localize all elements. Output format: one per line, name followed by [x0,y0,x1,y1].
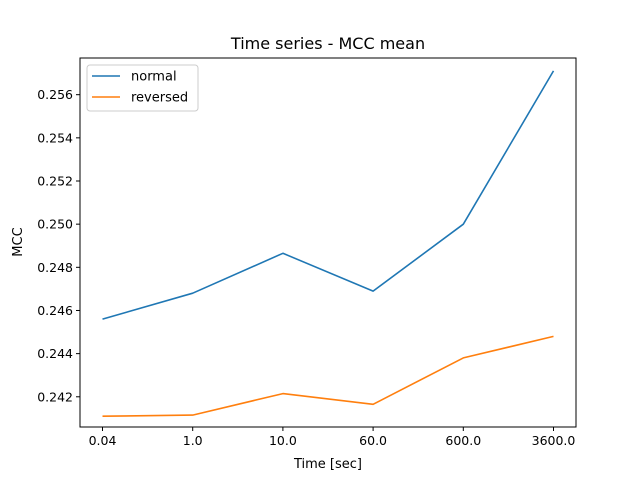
y-tick-label: 0.256 [37,87,73,102]
series-line-normal [102,70,555,320]
y-tick-label: 0.254 [37,130,73,145]
y-axis-label: MCC [11,227,26,256]
x-tick-label: 0.04 [89,433,117,448]
series-line-reversed [102,335,554,417]
y-axis: 0.242 0.244 0.246 0.248 0.250 0.252 0.254 0.256 [37,87,80,404]
y-tick-label: 0.244 [37,346,73,361]
x-tick-label: 60.0 [359,433,387,448]
chart-title: Time series - MCC mean [230,34,425,53]
x-axis: 0.04 1.0 10.0 60.0 600.0 3600.0 [89,427,576,448]
x-tick-label: 3600.0 [532,433,576,448]
x-tick-label: 600.0 [445,433,481,448]
x-axis-label: Time [sec] [293,457,362,472]
plot-area-frame [79,57,577,428]
x-tick-label: 1.0 [183,433,203,448]
y-tick-label: 0.246 [37,303,73,318]
series-lines [102,70,555,417]
y-tick-label: 0.250 [37,217,73,232]
legend-label-normal: normal [131,70,177,85]
legend: normal reversed [86,64,199,112]
y-tick-label: 0.248 [37,260,73,275]
y-tick-label: 0.252 [37,174,73,189]
x-tick-label: 10.0 [269,433,297,448]
y-tick-label: 0.242 [37,389,73,404]
legend-label-reversed: reversed [131,91,188,106]
